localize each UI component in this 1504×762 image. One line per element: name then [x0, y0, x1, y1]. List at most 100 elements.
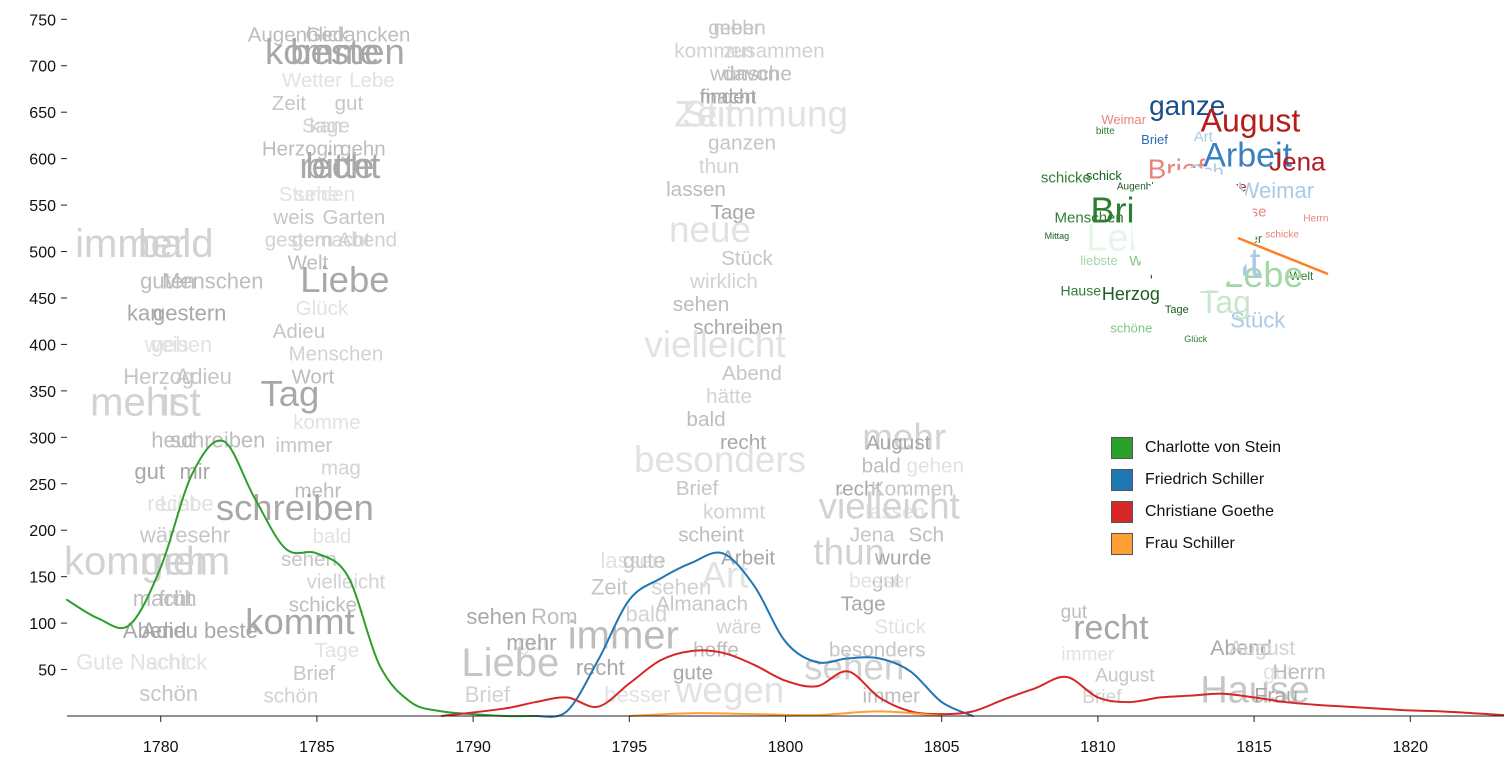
series-line: [66, 439, 537, 718]
background-word: Jena: [850, 524, 895, 547]
background-word: wegen: [675, 670, 785, 711]
background-word: guten: [140, 269, 195, 294]
background-word: Lebe: [349, 69, 395, 92]
background-word: neue: [669, 209, 751, 250]
background-word: schön: [139, 681, 198, 706]
background-word: hoffe: [693, 638, 739, 661]
background-word: recht: [720, 431, 766, 454]
ring-cloud-word: schicke: [1265, 229, 1299, 240]
ring-word-cloud: WeimarBriefBriefganzeArtSchAugustArbeitT…: [1034, 70, 1338, 374]
background-word: sehen: [673, 293, 729, 316]
legend-item: Charlotte von Stein: [1111, 432, 1281, 464]
x-tick-label: 1795: [612, 739, 648, 756]
background-word: Abend: [1210, 636, 1272, 660]
ring-cloud-word: ganze: [1149, 90, 1225, 121]
background-word: Gute Nacht: [76, 650, 187, 675]
background-word: lassen: [666, 178, 726, 201]
legend-item: Christiane Goethe: [1111, 496, 1281, 528]
ring-cloud-word: bitte: [1096, 126, 1115, 137]
ring-cloud-word: Menschen: [1055, 210, 1124, 227]
x-tick-label: 1805: [924, 739, 960, 756]
x-tick-label: 1780: [143, 739, 179, 756]
background-word: wirklich: [689, 270, 758, 293]
background-word: immer: [862, 685, 920, 708]
background-word: Adieu beste: [142, 618, 258, 643]
y-tick-label: 750: [29, 12, 56, 29]
background-word: Augenblick: [248, 23, 349, 46]
legend-label: Frau Schiller: [1145, 535, 1235, 552]
background-word: Stunden: [279, 183, 355, 206]
background-word: Rom: [531, 604, 577, 629]
y-tick-label: 200: [29, 523, 56, 540]
legend-label: Christiane Goethe: [1145, 503, 1274, 520]
background-word: Liebe: [461, 641, 559, 685]
y-tick-label: 400: [29, 337, 56, 354]
background-word: gute: [673, 662, 713, 685]
y-tick-label: 600: [29, 152, 56, 169]
background-word: recht: [299, 145, 380, 186]
background-word: immer: [568, 613, 679, 657]
background-word: gestern: [153, 300, 226, 325]
background-word: Tag: [261, 373, 320, 414]
background-word: schick: [146, 650, 208, 675]
background-word: bald: [862, 455, 901, 478]
ring-cloud-word: Herrn: [1303, 214, 1328, 225]
background-word: ist: [161, 381, 201, 425]
background-word: August: [1095, 666, 1155, 687]
background-word: August: [1229, 636, 1295, 660]
background-word: weis: [144, 332, 189, 357]
y-tick-label: 550: [29, 198, 56, 215]
background-word: Liebe: [300, 259, 389, 300]
y-tick-label: 650: [29, 105, 56, 122]
background-word: Brief: [676, 477, 719, 500]
background-word: kommen: [674, 40, 753, 63]
ring-cloud-word: Brief: [1141, 132, 1168, 147]
background-word: wurde: [874, 547, 931, 570]
background-word: immer: [1061, 644, 1115, 665]
background-word: Brief: [293, 662, 335, 685]
background-word: Zeit: [674, 94, 735, 135]
background-word: Wort: [291, 365, 334, 388]
background-word: wäre: [716, 615, 762, 638]
background-word: hätte: [706, 385, 752, 408]
background-word: gemacht: [292, 229, 371, 252]
ring-cloud-word: Herzog: [1102, 284, 1160, 304]
background-word: Tage: [841, 593, 886, 616]
x-tick-label: 1790: [455, 739, 491, 756]
legend: Charlotte von Stein Friedrich Schiller Chr…: [1111, 432, 1281, 560]
series-line: [534, 551, 974, 718]
background-word: mehr: [295, 479, 342, 502]
background-word: mir: [179, 459, 210, 484]
background-word: früh: [159, 586, 197, 611]
background-word: recht: [147, 491, 196, 516]
background-word: besonders: [829, 639, 926, 662]
background-word: geben: [708, 17, 766, 40]
background-word: bald: [138, 222, 214, 266]
background-word: Art: [701, 554, 748, 595]
background-word: Herzogin: [262, 137, 344, 160]
background-word: Adieu: [273, 320, 325, 343]
background-word: Menschen: [289, 343, 384, 366]
background-word: Kommen: [871, 478, 954, 501]
background-word: Wetter: [282, 69, 342, 92]
x-tick-label: 1800: [768, 739, 804, 756]
y-tick-label: 700: [29, 59, 56, 76]
background-word: weis: [272, 206, 314, 229]
y-tick-label: 50: [38, 663, 56, 680]
background-word: mehr: [862, 417, 946, 458]
x-tick-label: 1785: [299, 739, 335, 756]
background-word: kommen: [265, 31, 405, 72]
y-tick-label: 500: [29, 245, 56, 262]
background-word: mehr: [713, 17, 760, 40]
background-word: vielleicht: [819, 486, 960, 527]
ring-cloud-word: Mittag: [1045, 231, 1070, 241]
background-word: mehr: [90, 381, 181, 425]
background-word: kan: [309, 115, 342, 138]
background-word: Arbeit: [721, 546, 775, 569]
background-word: mehr: [506, 630, 556, 655]
background-word: Garten: [323, 206, 386, 229]
background-word: Brief: [1082, 687, 1122, 708]
ring-cloud-word: August: [1201, 103, 1301, 139]
background-word: gut: [872, 570, 901, 593]
background-word: gehen: [906, 455, 964, 478]
